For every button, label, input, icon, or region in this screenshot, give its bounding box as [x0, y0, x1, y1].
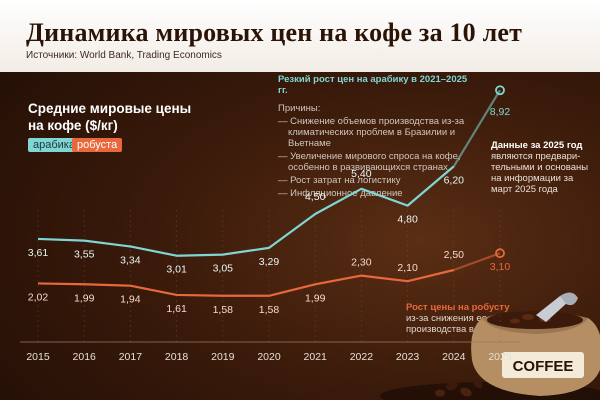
series-line-robusta [37, 268, 455, 297]
x-tick-label: 2021 [304, 351, 328, 363]
robusta-annotation: Рост цены на робусту из-за снижения ее п… [406, 302, 526, 335]
data-label: 4,80 [397, 214, 418, 226]
x-tick-label: 2022 [350, 351, 374, 363]
x-tick-label: 2020 [257, 351, 281, 363]
data-label: 3,61 [28, 247, 49, 259]
note-2025-title: Данные за 2025 год [491, 140, 583, 151]
arabica-annotation: Резкий рост цен на арабику в 2021–2025 г… [278, 74, 478, 201]
data-label: 3,29 [259, 256, 280, 268]
source-note: Источники: World Bank, Trading Economics [26, 50, 222, 61]
x-tick-label: 2025 [488, 351, 512, 363]
series-preliminary-segment [452, 89, 501, 167]
reasons-label: Причины: [278, 103, 321, 114]
reason-item: — Увеличение мирового спроса на кофе, ос… [278, 151, 461, 173]
x-tick-label: 2017 [119, 351, 143, 363]
data-label: 1,99 [74, 292, 95, 304]
data-label: 4,50 [305, 191, 326, 203]
data-label: 3,01 [166, 264, 187, 276]
data-point-2025 [495, 85, 505, 96]
x-tick-label: 2023 [396, 351, 420, 363]
chart-title: Средние мировые цены на кофе ($/кг) [28, 101, 192, 133]
data-label: 6,20 [444, 174, 465, 186]
page-title: Динамика мировых цен на кофе за 10 лет [26, 18, 523, 47]
x-tick-label: 2024 [442, 351, 466, 363]
data-label: 2,30 [351, 257, 372, 269]
data-label: 1,58 [213, 304, 234, 316]
x-tick-label: 2019 [211, 351, 235, 363]
data-label: 1,58 [259, 304, 280, 316]
data-label: 1,94 [120, 294, 141, 306]
data-label: 3,05 [213, 263, 234, 275]
data-label: 3,10 [490, 261, 511, 273]
data-label: 1,61 [166, 303, 187, 315]
note-2025: Данные за 2025 год являются предвари-тел… [491, 140, 595, 195]
reason-item: — Снижение объемов производства из-за кл… [278, 116, 465, 149]
coffee-bag-label: COFFEE [513, 358, 574, 375]
series-line-arabica [37, 165, 455, 257]
robusta-annotation-text: из-за снижения ее производства во Вьетна… [406, 313, 525, 335]
series-preliminary-segment [453, 252, 501, 272]
arabica-annotation-title: Резкий рост цен на арабику в 2021–2025 г… [278, 74, 468, 96]
title-band [0, 0, 600, 72]
data-point-2025 [495, 248, 505, 259]
data-label: 1,99 [305, 292, 326, 304]
x-tick-label: 2018 [165, 351, 189, 363]
data-label: 3,55 [74, 249, 95, 261]
data-label: 3,34 [120, 254, 141, 266]
reason-item: — Рост затрат на логистику [278, 175, 401, 186]
x-tick-label: 2015 [26, 351, 50, 363]
robusta-annotation-title: Рост цены на робусту [406, 302, 510, 313]
data-label: 8,92 [490, 106, 511, 118]
data-label: 2,10 [397, 262, 418, 274]
data-label: 5,40 [351, 168, 372, 180]
legend-arabica: арабика [28, 138, 80, 152]
reason-item: — Инфляционное давление [278, 188, 403, 199]
note-2025-text: являются предвари-тельными и основаны на… [491, 151, 589, 195]
x-tick-label: 2016 [73, 351, 97, 363]
data-label: 2,02 [28, 291, 49, 303]
plot-area: 2015 2016 2017 2018 2019 2020 2021 2022 2023 2024… [20, 85, 520, 363]
legend-robusta: робуста [72, 138, 123, 152]
data-label: 2,50 [444, 249, 465, 261]
coffee-bag-icon: COFFEE [380, 292, 600, 400]
